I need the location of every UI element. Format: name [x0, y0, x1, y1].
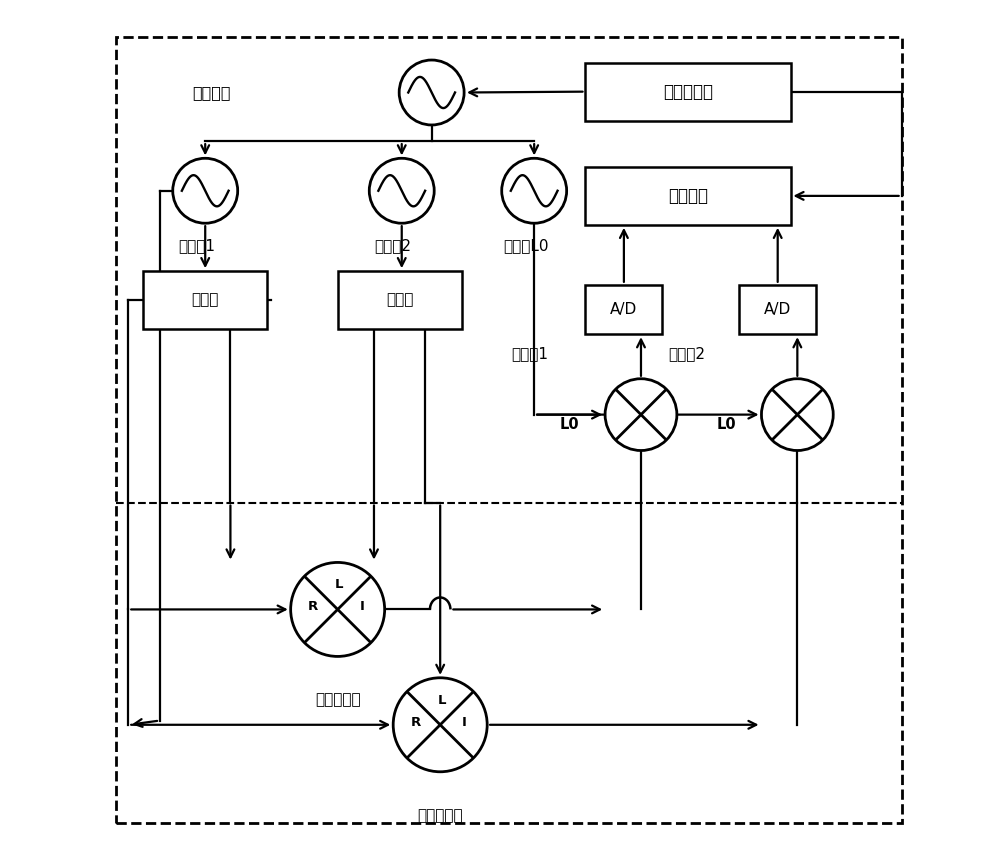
- Text: 频率参考: 频率参考: [192, 85, 231, 100]
- Text: 信号源1: 信号源1: [178, 237, 215, 253]
- Text: R: R: [308, 600, 318, 613]
- Text: R: R: [411, 716, 421, 728]
- Circle shape: [291, 562, 385, 656]
- Circle shape: [173, 158, 238, 224]
- Bar: [585, 167, 791, 225]
- Text: 接收机1: 接收机1: [511, 347, 548, 362]
- Text: L0: L0: [716, 417, 736, 433]
- Text: 功分器: 功分器: [191, 292, 218, 308]
- Text: L0: L0: [560, 417, 579, 433]
- Bar: [739, 285, 816, 335]
- Bar: [585, 285, 662, 335]
- Text: 功分器: 功分器: [386, 292, 413, 308]
- Text: 接收机2: 接收机2: [668, 347, 705, 362]
- Circle shape: [502, 158, 567, 224]
- Bar: [143, 271, 267, 329]
- Text: 校准变频器: 校准变频器: [315, 692, 360, 707]
- Text: 矢量计算: 矢量计算: [668, 187, 708, 205]
- Bar: [338, 271, 462, 329]
- Circle shape: [393, 678, 487, 771]
- Text: A/D: A/D: [610, 302, 638, 317]
- Circle shape: [605, 378, 677, 451]
- Text: A/D: A/D: [764, 302, 791, 317]
- Circle shape: [369, 158, 434, 224]
- Text: 信号源2: 信号源2: [375, 237, 412, 253]
- Text: I: I: [462, 716, 467, 728]
- Text: I: I: [360, 600, 365, 613]
- Bar: [585, 63, 791, 120]
- Text: 测量变频器: 测量变频器: [417, 808, 463, 823]
- Circle shape: [761, 378, 833, 451]
- Text: L: L: [438, 694, 446, 707]
- Text: L: L: [335, 579, 344, 592]
- Circle shape: [399, 60, 464, 125]
- Text: 计算机模块: 计算机模块: [663, 83, 713, 101]
- Text: 本振源L0: 本振源L0: [503, 237, 548, 253]
